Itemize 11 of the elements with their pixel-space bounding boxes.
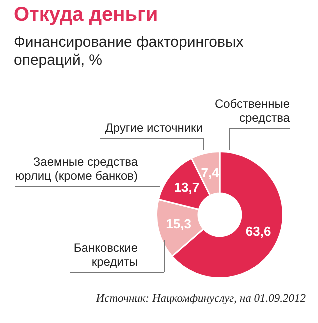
slice-label: Заемные средства юрлиц (кроме банков) [16, 155, 138, 183]
chart-title: Откуда деньги [14, 4, 158, 27]
chart-subtitle: Финансирование факторинговых операций, % [14, 34, 245, 70]
data-label: 13,7 [174, 180, 200, 196]
data-label: 7,4 [201, 165, 220, 180]
slice-label: Банковские кредиты [74, 241, 138, 269]
slice-label: Другие источники [105, 121, 203, 135]
slice-label: Собственные средства [214, 97, 290, 125]
data-label: 63,6 [246, 224, 272, 240]
data-label: 15,3 [166, 216, 192, 232]
text: Источник: Нацкомфинуслуг, на 01.09.2012 [96, 293, 306, 305]
